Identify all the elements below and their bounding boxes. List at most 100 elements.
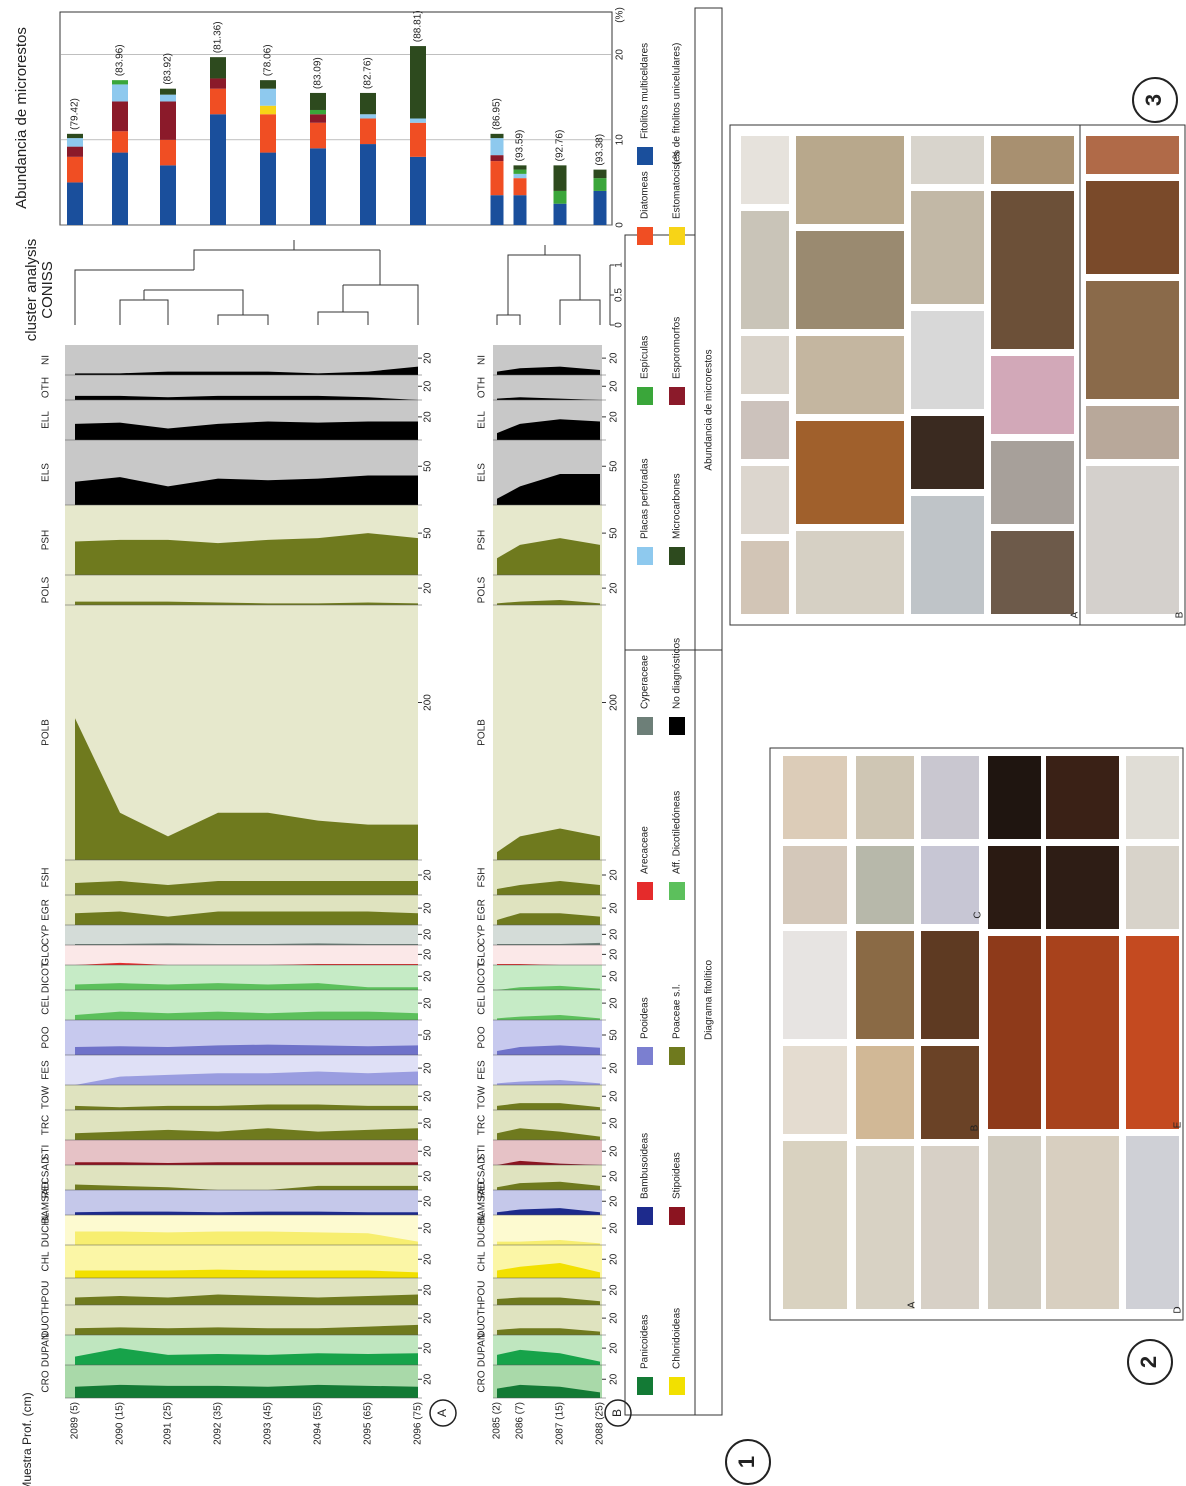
taxon-label: ELS [41, 463, 52, 482]
bar-segment [410, 156, 426, 225]
band-background [493, 990, 602, 1020]
tick-label: 20 [609, 1145, 620, 1157]
taxon-label: TOW [477, 1085, 488, 1109]
photo [794, 134, 906, 226]
legend-label: Diatomeas [640, 171, 651, 219]
value-label: (81.36) [213, 21, 224, 53]
photo [986, 1134, 1043, 1311]
photo [909, 494, 986, 616]
bar-segment [360, 92, 376, 115]
bar-segment [310, 109, 326, 115]
photo-label: B [970, 1124, 981, 1131]
bar-segment [67, 138, 83, 147]
legend-label: Esporomorfos [672, 317, 683, 379]
sample-label: 2094 (55) [313, 1402, 324, 1445]
photo [781, 1139, 849, 1311]
sample-label: 2089 (5) [70, 1402, 81, 1439]
bar-segment [310, 148, 326, 225]
bar-segment [260, 114, 276, 153]
taxon-label: POLS [41, 576, 52, 603]
bar-segment [593, 169, 607, 179]
bar-segment [490, 133, 504, 139]
cluster-tick: 0 [614, 322, 625, 328]
tick-label: 20 [423, 1117, 434, 1129]
taxon-label: DUPAN [41, 1333, 52, 1367]
taxon-label: RECSAD [41, 1157, 52, 1199]
taxon-curve [497, 474, 600, 505]
tick-label: 20 [609, 902, 620, 914]
bar-segment [593, 178, 607, 191]
plate-2-frame [769, 747, 1184, 1321]
legend-label: Poaceae s.l. [672, 984, 683, 1039]
tick-label: 20 [423, 1195, 434, 1207]
legend-label: Cyperaceae [640, 655, 651, 709]
photo [794, 419, 906, 526]
tick-label: 50 [423, 460, 434, 472]
taxon-curve [75, 1324, 418, 1335]
value-label: (82.76) [363, 57, 374, 89]
taxon-label: CEL [477, 995, 488, 1015]
taxon-curve [497, 828, 600, 860]
legend-frame [624, 234, 696, 1416]
bar-segment [210, 114, 226, 225]
legend-label: Stipoideas [672, 1152, 683, 1199]
tick-label: 20 [423, 1062, 434, 1074]
bar-segment [260, 80, 276, 89]
taxon-curve [75, 1011, 418, 1020]
legend-swatch [669, 547, 685, 565]
photo [1084, 134, 1181, 176]
figure-label: 3 [1141, 94, 1166, 106]
cluster-tick: 0.5 [614, 288, 625, 302]
bar-segment [513, 195, 527, 225]
bar-segment [210, 57, 226, 79]
taxon-curve [75, 911, 418, 925]
panel-b-circle [604, 1399, 632, 1427]
taxon-curve [75, 366, 418, 375]
taxon-label: TRC [41, 1115, 52, 1136]
sample-label: 2096 (75) [413, 1402, 424, 1445]
photo [781, 844, 849, 926]
tick-label: 20 [609, 352, 620, 364]
photo [989, 529, 1076, 616]
photo [909, 414, 986, 491]
taxon-curve [497, 1045, 600, 1055]
tick-label: 20 [609, 997, 620, 1009]
taxon-curve [497, 1160, 600, 1165]
taxon-curve [497, 1128, 600, 1140]
photo [989, 439, 1076, 526]
band-background [493, 375, 602, 400]
legend-swatch [669, 1047, 685, 1065]
tick-label: 50 [609, 527, 620, 539]
sample-label: 2088 (25) [595, 1402, 606, 1445]
band-background [65, 1190, 418, 1215]
bar-segment [410, 122, 426, 157]
photo-label: A [907, 1301, 918, 1308]
tick-label: 20 [609, 1342, 620, 1354]
bar-segment [360, 118, 376, 145]
tick-label: 20 [609, 948, 620, 960]
photo [781, 929, 849, 1041]
photo [739, 399, 791, 461]
taxon-label: DUPAN [477, 1333, 488, 1367]
taxon-curve [75, 395, 418, 400]
taxon-curve [497, 1328, 600, 1335]
value-label: (79.42) [70, 98, 81, 130]
legend-label: Placas perforadas [640, 458, 651, 539]
photo [739, 134, 791, 206]
taxon-label: POU [477, 1281, 488, 1303]
taxon-curve [497, 913, 600, 925]
legend-label: No diagnósticos [672, 638, 683, 709]
plate-3-frame [729, 124, 1186, 626]
photo [739, 464, 791, 536]
figure-label: 1 [734, 1456, 759, 1468]
bar-segment [410, 46, 426, 119]
tick-label: 200 [423, 694, 434, 711]
taxon-label: DUCHL [477, 1212, 488, 1247]
bar-segment [310, 122, 326, 149]
tick-label: 20 [609, 1284, 620, 1296]
photo [919, 929, 981, 1041]
band-background [65, 575, 418, 605]
tick-label: 20 [423, 1145, 434, 1157]
legend-label: Pooideas [640, 997, 651, 1039]
taxon-label: CHL [41, 1251, 52, 1271]
